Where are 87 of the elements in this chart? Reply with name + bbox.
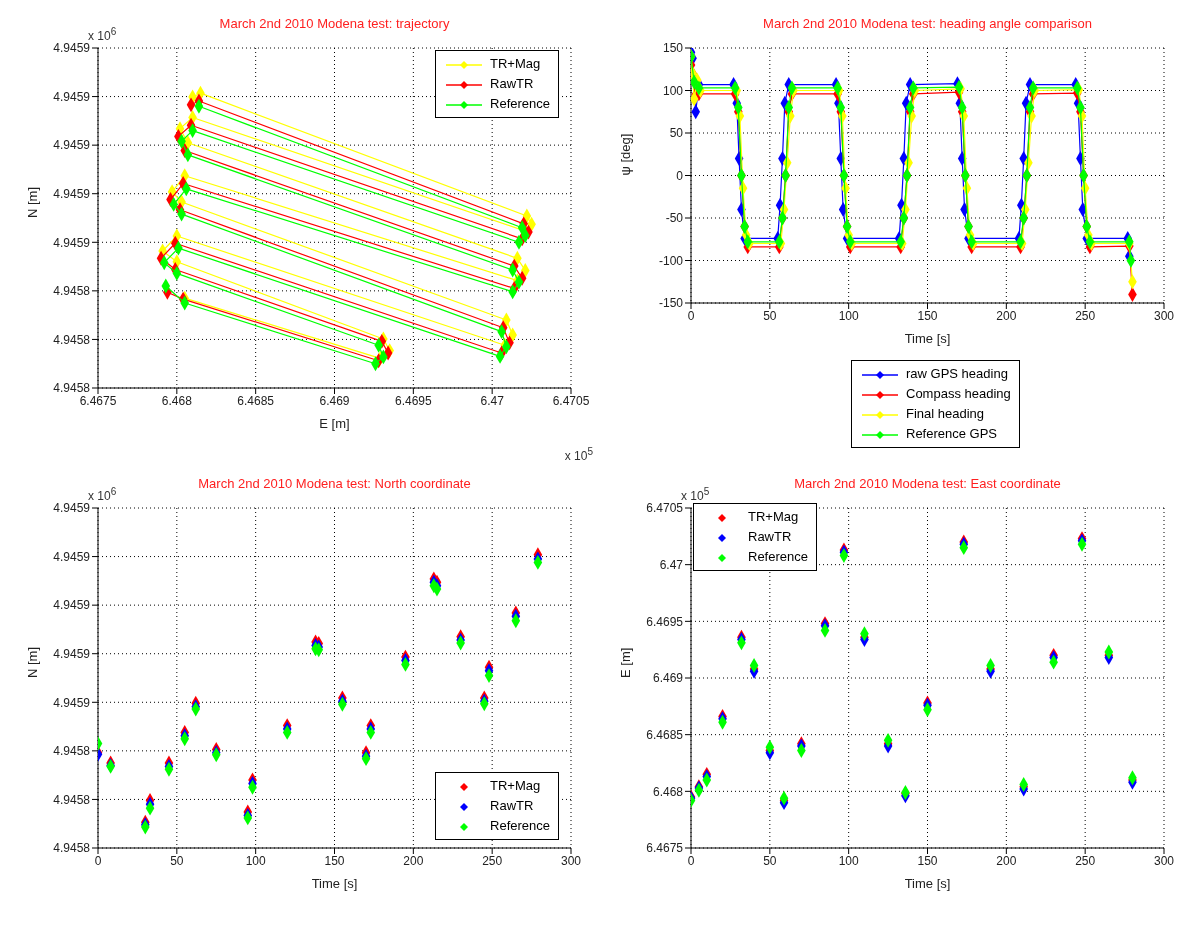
- y-tick-label: 4.9459: [53, 186, 91, 201]
- y-tick-label: 4.9459: [53, 549, 91, 564]
- text: x 10$^{5}$: [564, 446, 593, 463]
- legend-label: Final heading: [905, 405, 986, 423]
- y-tick-label: 6.47: [659, 557, 684, 572]
- y-tick-label: 100: [662, 83, 684, 98]
- y-tick-label: -150: [658, 296, 684, 311]
- legend-label: Compass heading: [905, 385, 1011, 403]
- x-tick-label: 100: [838, 308, 859, 323]
- x-axis-title: E [m]: [319, 416, 350, 431]
- y-tick-label: 4.9458: [53, 792, 91, 807]
- x-axis-title: Time [s]: [904, 331, 951, 346]
- y-axis-title: ψ [deg]: [617, 133, 633, 176]
- chart-title: March 2nd 2010 Modena test: trajectory: [219, 16, 450, 31]
- chart-title: March 2nd 2010 Modena test: East coordinate: [794, 476, 1061, 491]
- y-tick-label: 4.9459: [53, 89, 91, 104]
- legend-label: RawTR: [489, 797, 535, 815]
- x-tick-label: 6.4705: [552, 393, 590, 408]
- y-tick-label: 50: [669, 126, 684, 141]
- x-tick-label: 6.4685: [237, 393, 275, 408]
- x-axis-title: Time [s]: [904, 876, 951, 891]
- text: x 10$^{6}$: [88, 486, 117, 503]
- y-tick-label: 0: [676, 168, 684, 183]
- x-tick-label: 6.47: [480, 393, 505, 408]
- y-tick-label: -50: [665, 211, 684, 226]
- legend-label: TR+Mag: [747, 508, 800, 526]
- legend-label: RawTR: [747, 528, 793, 546]
- legend-label: Reference: [747, 548, 808, 566]
- legend-label: Reference: [489, 817, 550, 835]
- x-tick-label: 6.4675: [79, 393, 117, 408]
- y-tick-label: 4.9458: [53, 284, 91, 299]
- x-tick-label: 250: [1075, 853, 1096, 868]
- legend-label: RawTR: [489, 75, 535, 93]
- y-tick-label: 4.9459: [53, 235, 91, 250]
- y-tick-label: 6.4685: [646, 727, 684, 742]
- legend-label: raw GPS heading: [905, 365, 1009, 383]
- y-tick-label: 4.9459: [53, 695, 91, 710]
- x-tick-label: 200: [403, 853, 424, 868]
- y-axis-title: N [m]: [24, 186, 40, 218]
- y-tick-label: 4.9459: [53, 41, 91, 56]
- x-tick-label: 50: [763, 853, 777, 868]
- y-tick-label: 6.4705: [646, 501, 684, 516]
- chart-title: March 2nd 2010 Modena test: North coordinate: [198, 476, 471, 491]
- text: x 10$^{6}$: [88, 26, 117, 43]
- x-tick-label: 150: [917, 308, 938, 323]
- x-tick-label: 0: [687, 308, 695, 323]
- x-axis-title: Time [s]: [311, 876, 358, 891]
- x-tick-label: 300: [1153, 308, 1175, 323]
- y-tick-label: 4.9458: [53, 841, 91, 856]
- chart-title: March 2nd 2010 Modena test: heading angle comparison: [762, 16, 1093, 31]
- x-tick-label: 50: [170, 853, 184, 868]
- x-tick-label: 100: [245, 853, 266, 868]
- y-tick-label: 6.4695: [646, 614, 684, 629]
- text: x 10$^{5}$: [681, 486, 710, 503]
- y-tick-label: 4.9459: [53, 598, 91, 613]
- x-tick-label: 50: [763, 308, 777, 323]
- x-tick-label: 300: [560, 853, 582, 868]
- x-tick-label: 200: [996, 853, 1017, 868]
- legend-label: Reference GPS: [905, 425, 999, 443]
- x-tick-label: 300: [1153, 853, 1175, 868]
- y-tick-label: 4.9459: [53, 646, 91, 661]
- x-tick-label: 250: [482, 853, 503, 868]
- legend-label: TR+Mag: [489, 55, 542, 73]
- x-tick-label: 250: [1075, 308, 1096, 323]
- y-tick-label: 150: [662, 41, 684, 56]
- y-tick-label: 4.9458: [53, 381, 91, 396]
- y-axis-title: N [m]: [24, 646, 40, 678]
- x-tick-label: 200: [996, 308, 1017, 323]
- x-tick-label: 0: [687, 853, 695, 868]
- y-tick-label: 4.9458: [53, 744, 91, 759]
- x-tick-label: 100: [838, 853, 859, 868]
- x-tick-label: 6.4695: [394, 393, 433, 408]
- y-tick-label: -100: [658, 253, 684, 268]
- legend-label: TR+Mag: [489, 777, 542, 795]
- y-tick-label: 4.9459: [53, 501, 91, 516]
- y-tick-label: 6.469: [652, 671, 684, 686]
- y-tick-label: 4.9459: [53, 138, 91, 153]
- x-tick-label: 6.468: [161, 393, 193, 408]
- x-tick-label: 150: [324, 853, 345, 868]
- x-tick-label: 0: [94, 853, 102, 868]
- y-axis-title: E [m]: [617, 647, 633, 678]
- y-tick-label: 4.9458: [53, 332, 91, 347]
- y-tick-label: 6.468: [652, 784, 684, 799]
- legend-label: Reference: [489, 95, 550, 113]
- y-tick-label: 6.4675: [646, 841, 684, 856]
- x-tick-label: 150: [917, 853, 938, 868]
- x-tick-label: 6.469: [319, 393, 350, 408]
